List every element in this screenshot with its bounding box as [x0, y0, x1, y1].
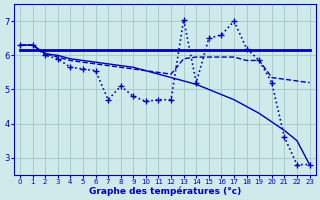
X-axis label: Graphe des températures (°c): Graphe des températures (°c)	[89, 186, 241, 196]
